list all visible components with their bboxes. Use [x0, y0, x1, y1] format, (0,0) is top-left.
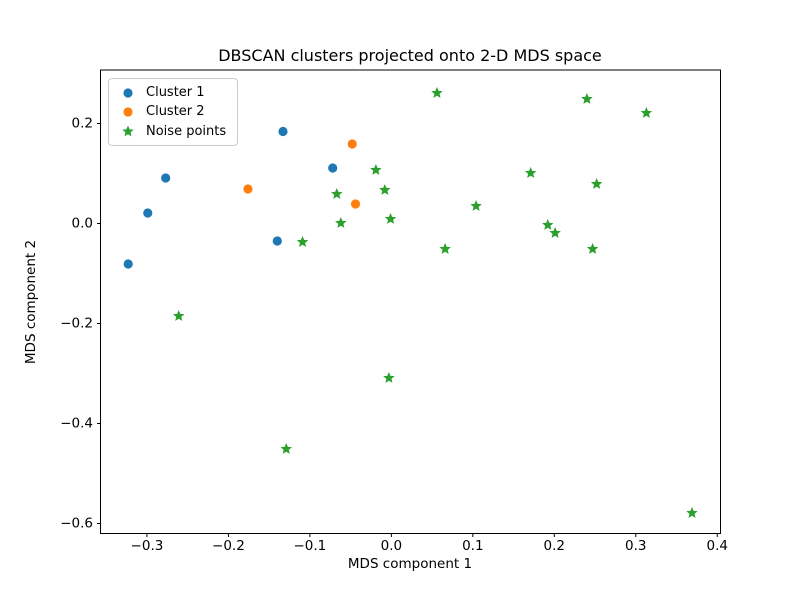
data-point-noise-points — [431, 87, 443, 98]
circle-glyph — [122, 88, 133, 98]
data-point-noise-points — [370, 164, 382, 175]
y-tick-label: −0.4 — [60, 416, 93, 432]
x-tick-label: −0.3 — [131, 538, 164, 554]
data-point-noise-points — [640, 107, 653, 118]
y-axis-label: MDS component 2 — [23, 239, 39, 365]
data-point-cluster-1 — [143, 208, 153, 218]
data-point-cluster-1 — [161, 173, 171, 183]
circle-glyph — [122, 107, 133, 117]
data-point-cluster-1 — [123, 259, 133, 269]
legend-item-cluster-1: Cluster 1 — [109, 83, 237, 102]
x-tick-label: 0.1 — [462, 538, 483, 554]
y-tick-label: 0.2 — [72, 116, 93, 132]
circle-marker-icon — [109, 105, 146, 119]
x-tick-label: 0.0 — [381, 538, 402, 554]
data-point-cluster-2 — [347, 139, 357, 149]
star-glyph — [121, 125, 134, 137]
data-point-noise-points — [524, 167, 537, 178]
data-point-noise-points — [542, 219, 554, 230]
data-point-noise-points — [296, 236, 309, 247]
data-point-noise-points — [549, 227, 561, 238]
data-point-cluster-1 — [272, 236, 282, 246]
x-tick-label: −0.2 — [212, 538, 245, 554]
legend-item-cluster-2: Cluster 2 — [109, 102, 237, 121]
data-point-cluster-1 — [328, 163, 338, 173]
legend-item-label: Noise points — [146, 123, 227, 139]
data-point-cluster-2 — [350, 199, 361, 209]
data-point-noise-points — [470, 200, 482, 211]
x-tick-label: 0.2 — [544, 538, 565, 554]
y-tick-label: −0.6 — [60, 516, 93, 532]
data-point-noise-points — [335, 217, 347, 228]
legend-item-label: Cluster 2 — [146, 104, 205, 120]
data-point-noise-points — [383, 372, 395, 383]
plot-area-border — [100, 69, 721, 534]
data-point-noise-points — [439, 243, 451, 254]
star-marker-icon — [109, 124, 146, 138]
x-tick-label: −0.1 — [293, 538, 326, 554]
x-tick-label: 0.3 — [625, 538, 646, 554]
y-tick-label: 0.0 — [72, 216, 93, 232]
legend-item-label: Cluster 1 — [146, 85, 205, 101]
data-point-noise-points — [384, 213, 397, 224]
chart-title: DBSCAN clusters projected onto 2-D MDS s… — [218, 46, 602, 65]
data-point-noise-points — [331, 188, 343, 199]
data-point-noise-points — [581, 93, 593, 104]
x-axis-label: MDS component 1 — [347, 556, 473, 572]
data-point-noise-points — [379, 184, 391, 195]
data-point-noise-points — [590, 178, 603, 189]
x-tick-label: 0.4 — [706, 538, 727, 554]
data-point-cluster-1 — [278, 126, 288, 137]
data-point-cluster-2 — [243, 184, 253, 194]
y-tick-label: −0.2 — [60, 316, 93, 332]
data-point-noise-points — [586, 243, 599, 254]
legend-item-noise-points: Noise points — [109, 122, 237, 141]
legend: Cluster 1 Cluster 2 Noise points — [108, 78, 238, 146]
data-point-noise-points — [686, 507, 698, 518]
circle-marker-icon — [109, 86, 146, 100]
data-point-noise-points — [280, 443, 292, 454]
data-point-noise-points — [173, 310, 185, 321]
